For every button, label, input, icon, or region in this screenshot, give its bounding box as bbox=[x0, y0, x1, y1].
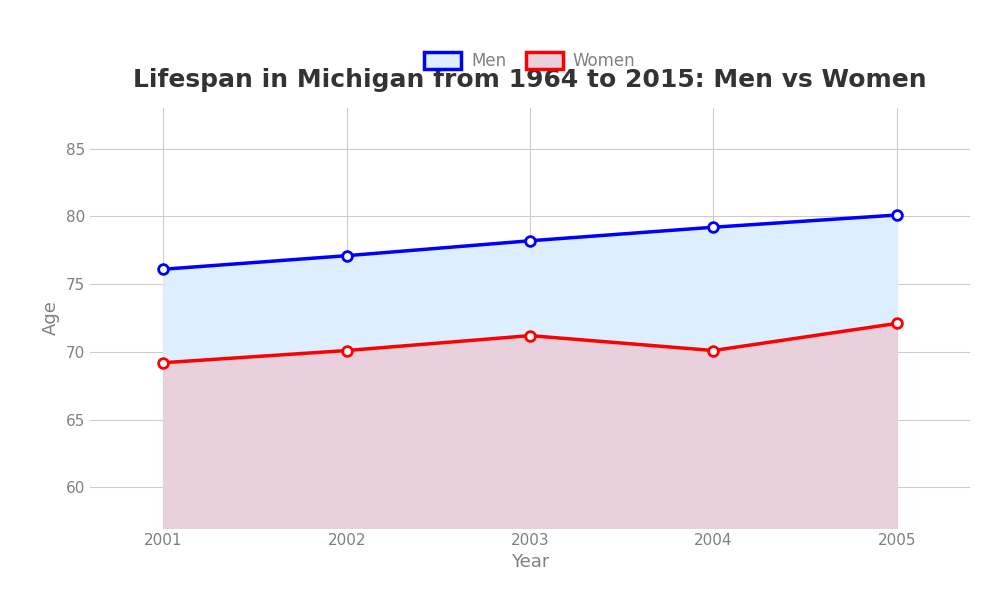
Title: Lifespan in Michigan from 1964 to 2015: Men vs Women: Lifespan in Michigan from 1964 to 2015: … bbox=[133, 68, 927, 92]
Y-axis label: Age: Age bbox=[42, 301, 60, 335]
X-axis label: Year: Year bbox=[511, 553, 549, 571]
Legend: Men, Women: Men, Women bbox=[418, 45, 642, 76]
